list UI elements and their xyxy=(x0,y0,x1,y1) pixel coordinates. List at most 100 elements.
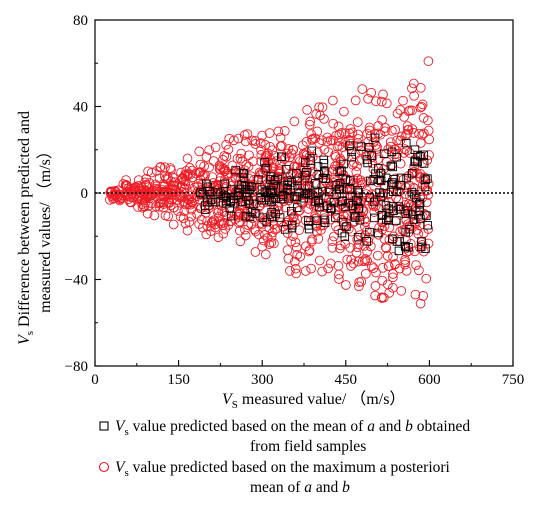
data-point-square xyxy=(342,222,351,231)
data-point-circle xyxy=(327,242,338,253)
data-point-square xyxy=(400,241,410,251)
data-point-circle xyxy=(409,90,419,101)
data-point-circle xyxy=(396,285,407,296)
data-point-circle xyxy=(413,228,424,239)
data-point-circle xyxy=(387,282,398,293)
data-point-circle xyxy=(289,211,299,222)
data-point-circle xyxy=(334,269,344,280)
data-point-circle xyxy=(233,210,244,220)
data-point-square xyxy=(222,196,231,206)
data-point-circle xyxy=(389,149,400,160)
legend: Vs value predicted based on the mean of … xyxy=(98,418,470,496)
data-point-square xyxy=(202,179,211,189)
data-point-circle xyxy=(421,273,432,284)
data-point-square xyxy=(311,197,320,206)
data-point-circle xyxy=(187,197,197,208)
data-point-square xyxy=(338,217,348,227)
data-point-circle xyxy=(158,202,169,213)
y-axis-ticks: −80 −40 0 40 80 xyxy=(65,13,101,375)
data-point-square xyxy=(267,197,276,207)
data-point-circle xyxy=(239,130,250,140)
data-point-circle xyxy=(249,175,259,185)
data-point-circle xyxy=(208,156,219,166)
data-point-square xyxy=(386,161,396,171)
data-point-square xyxy=(198,189,208,199)
data-point-circle xyxy=(303,204,314,214)
data-point-circle xyxy=(256,218,267,228)
data-point-circle xyxy=(201,152,212,162)
data-point-circle xyxy=(290,263,301,274)
data-point-circle xyxy=(333,136,344,146)
data-point-circle xyxy=(360,268,371,279)
y-axis-title: Vs Difference between predicted and meas… xyxy=(16,111,54,345)
data-point-circle xyxy=(236,148,247,159)
data-point-circle xyxy=(333,260,344,271)
data-point-square xyxy=(402,173,411,183)
data-point-square xyxy=(353,232,363,242)
data-point-circle xyxy=(221,139,231,150)
data-point-square xyxy=(313,162,323,171)
data-point-circle xyxy=(237,156,248,166)
data-point-circle xyxy=(408,78,419,89)
data-point-circle xyxy=(334,274,344,284)
data-point-square xyxy=(422,211,431,220)
data-point-circle xyxy=(229,135,239,146)
legend-entry-1-line2: from field samples xyxy=(250,438,366,455)
data-point-circle xyxy=(289,116,300,127)
data-point-square xyxy=(392,216,401,225)
data-point-circle xyxy=(244,150,254,161)
data-point-square xyxy=(238,168,248,178)
data-point-circle xyxy=(328,95,338,106)
data-point-square xyxy=(407,187,417,197)
data-point-circle xyxy=(210,142,221,153)
y-tick-label: 0 xyxy=(81,186,89,202)
data-point-square xyxy=(300,158,310,167)
data-point-square xyxy=(313,188,323,197)
data-point-circle xyxy=(336,214,347,225)
data-point-circle xyxy=(314,255,325,266)
data-point-square xyxy=(344,198,353,208)
data-point-square xyxy=(388,234,397,243)
y-tick-label: −80 xyxy=(65,359,88,375)
data-point-circle xyxy=(304,119,315,130)
data-point-square xyxy=(420,182,430,192)
data-point-circle xyxy=(225,216,236,227)
y-tick-label: 80 xyxy=(73,13,88,29)
data-point-square xyxy=(311,179,320,188)
data-point-square xyxy=(365,227,374,237)
data-point-circle xyxy=(364,148,375,159)
data-point-square xyxy=(319,168,329,177)
data-point-circle xyxy=(399,112,409,122)
data-point-square xyxy=(375,175,384,185)
data-point-square xyxy=(258,213,267,222)
data-point-circle xyxy=(423,56,434,67)
x-axis-ticks: 0 150 300 450 600 750 xyxy=(91,360,524,388)
data-point-circle xyxy=(270,224,280,235)
data-point-circle xyxy=(250,136,261,146)
data-point-circle xyxy=(345,242,356,253)
data-point-circle xyxy=(184,217,195,227)
data-point-circle xyxy=(378,292,389,303)
data-point-circle xyxy=(385,137,396,148)
data-point-square xyxy=(402,138,411,148)
data-point-circle xyxy=(366,261,377,272)
data-point-circle xyxy=(392,108,403,119)
data-point-circle xyxy=(206,217,217,228)
y-axis-title-line2: measured values/ （m/s） xyxy=(36,143,54,313)
data-point-circle xyxy=(388,252,398,262)
data-point-square xyxy=(401,209,410,219)
data-point-square xyxy=(281,164,291,174)
data-point-circle xyxy=(346,254,357,265)
data-point-circle xyxy=(290,237,301,248)
data-point-circle xyxy=(349,157,359,168)
data-point-circle xyxy=(328,135,338,146)
y-axis-title-line1: Vs Difference between predicted and xyxy=(16,111,36,345)
data-point-circle xyxy=(346,184,357,195)
data-point-circle xyxy=(350,95,361,106)
data-point-circle xyxy=(287,209,298,219)
data-point-square xyxy=(384,204,394,213)
data-point-square xyxy=(413,157,422,167)
data-point-circle xyxy=(257,130,267,141)
data-point-circle xyxy=(183,168,194,179)
data-point-circle xyxy=(294,225,305,235)
